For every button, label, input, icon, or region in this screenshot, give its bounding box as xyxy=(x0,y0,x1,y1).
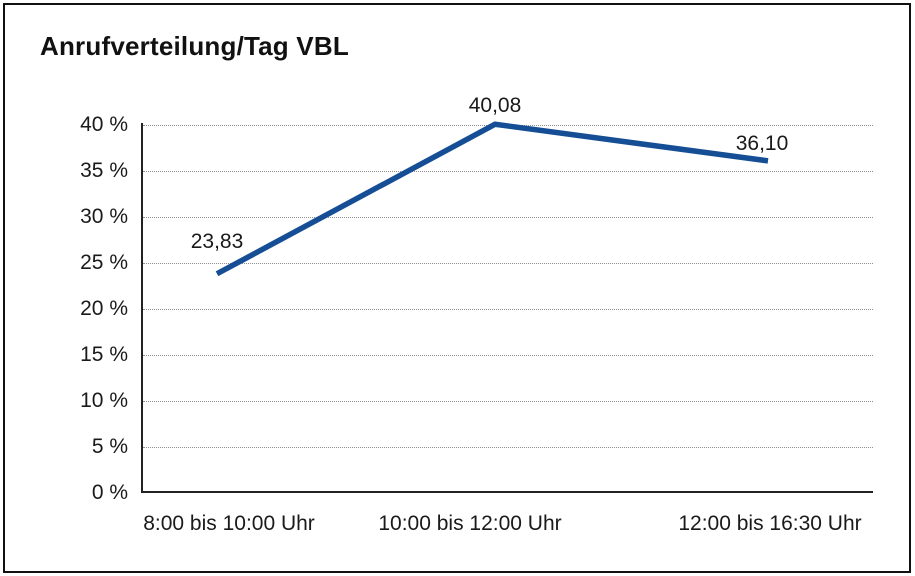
y-axis-tick-label: 30 % xyxy=(80,205,128,228)
y-axis-tick-label: 10 % xyxy=(80,389,128,412)
y-axis-tick-label: 35 % xyxy=(80,159,128,182)
data-series-line xyxy=(215,121,769,277)
y-axis-tick-label: 20 % xyxy=(80,297,128,320)
y-axis-line xyxy=(141,123,143,493)
x-axis-line xyxy=(141,491,873,493)
x-axis-category-label: 10:00 bis 12:00 Uhr xyxy=(378,512,562,535)
gridline-25 xyxy=(143,262,873,264)
x-axis-category-label: 12:00 bis 16:30 Uhr xyxy=(678,512,862,535)
y-axis-tick-label: 40 % xyxy=(80,113,128,136)
data-point-label: 36,10 xyxy=(735,131,789,155)
x-axis-category-label: 8:00 bis 10:00 Uhr xyxy=(143,512,315,535)
data-point-label: 23,83 xyxy=(190,229,244,253)
gridline-20 xyxy=(143,308,873,310)
gridline-15 xyxy=(143,354,873,356)
gridline-10 xyxy=(143,400,873,402)
y-axis-tick-label: 25 % xyxy=(80,251,128,274)
y-axis-tick-label: 5 % xyxy=(91,435,128,458)
chart-title: Anrufverteilung/Tag VBL xyxy=(40,31,349,61)
outer-border xyxy=(3,3,911,573)
y-axis-tick-label: 15 % xyxy=(80,343,128,366)
gridline-30 xyxy=(143,216,873,218)
data-point-label: 40,08 xyxy=(468,94,522,118)
gridline-5 xyxy=(143,446,873,448)
y-axis-tick-label: 0 % xyxy=(91,481,128,504)
gridline-35 xyxy=(143,170,873,172)
